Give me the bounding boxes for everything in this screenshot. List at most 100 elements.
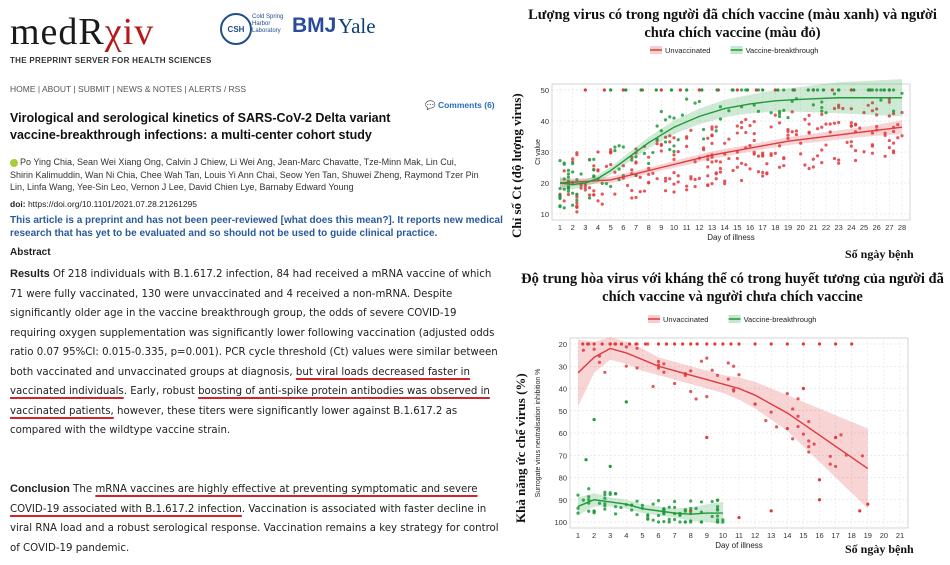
trend-line — [577, 347, 869, 470]
data-point — [625, 183, 630, 188]
data-point — [718, 170, 723, 174]
x-tick-label: 13 — [767, 531, 775, 540]
comments-link[interactable]: 💬 Comments (6) — [425, 100, 495, 111]
data-point — [694, 506, 698, 511]
x-tick-label: 18 — [848, 531, 856, 540]
data-point — [815, 88, 820, 92]
doi-link[interactable]: https://doi.org/10.1101/2021.07.28.21261… — [27, 199, 197, 209]
x-tick-label: 15 — [733, 223, 741, 232]
data-point — [860, 454, 865, 458]
data-point — [587, 186, 592, 190]
data-point — [608, 342, 612, 346]
x-tick-label: 16 — [746, 223, 754, 232]
data-point — [576, 511, 580, 515]
authors-text: Po Ying Chia, Sean Wei Xiang Ong, Calvin… — [10, 157, 479, 192]
data-point — [882, 88, 886, 92]
yale-logo[interactable]: Yale — [338, 14, 376, 38]
data-point — [769, 111, 773, 115]
data-point — [791, 437, 795, 441]
data-point — [737, 515, 741, 520]
data-point — [613, 512, 618, 516]
data-point — [656, 513, 661, 518]
data-point — [735, 131, 739, 135]
data-point — [646, 516, 650, 521]
data-point — [879, 88, 883, 92]
y-tick-label: 70 — [559, 451, 567, 460]
x-tick-label: 10 — [670, 223, 678, 232]
data-point — [735, 124, 739, 128]
data-point — [812, 442, 816, 446]
data-point — [689, 369, 693, 373]
data-point — [630, 188, 634, 193]
data-point — [782, 88, 786, 92]
results-text-2: . Early, robust — [123, 386, 195, 397]
data-point — [817, 478, 822, 482]
data-point — [592, 189, 596, 193]
data-point — [849, 121, 853, 125]
data-point — [685, 188, 689, 192]
data-point — [575, 151, 579, 155]
data-point — [562, 206, 566, 210]
data-point — [834, 435, 838, 440]
comment-icon: 💬 — [425, 100, 438, 110]
data-point — [635, 513, 639, 517]
orcid-icon[interactable] — [10, 158, 18, 167]
data-point — [685, 144, 689, 148]
data-point — [756, 170, 761, 174]
data-point — [638, 190, 642, 194]
medrxiv-logo[interactable]: medRχiv — [10, 10, 154, 54]
data-point — [891, 141, 896, 145]
data-point — [613, 149, 617, 153]
data-point — [617, 144, 621, 148]
data-point — [583, 88, 587, 92]
data-point — [887, 100, 891, 104]
data-point — [689, 128, 693, 132]
data-point — [837, 158, 841, 162]
data-point — [689, 499, 693, 503]
data-point — [752, 103, 756, 107]
data-point — [672, 149, 676, 154]
data-point — [803, 163, 807, 167]
conclusion-label: Conclusion — [10, 483, 70, 495]
data-point — [744, 163, 748, 167]
data-point — [662, 519, 666, 524]
top-chart-vi-xlabel: Số ngày bệnh — [845, 247, 914, 261]
data-point — [761, 88, 765, 92]
data-point — [668, 140, 672, 144]
data-point — [697, 99, 701, 104]
data-point — [799, 141, 803, 145]
data-point — [785, 426, 789, 431]
bottom-chart-vi-ylabel: Khả năng ức chế virus (%) — [513, 373, 528, 523]
data-point — [756, 109, 761, 113]
data-point — [773, 113, 777, 117]
data-point — [769, 509, 773, 513]
data-point — [659, 88, 663, 92]
data-point — [659, 109, 663, 114]
data-point — [870, 88, 875, 92]
data-point — [870, 101, 875, 105]
data-point — [817, 498, 822, 502]
data-point — [769, 125, 773, 129]
data-point — [592, 418, 596, 422]
data-point — [739, 125, 744, 130]
top-nav[interactable]: HOME | ABOUT | SUBMIT | NEWS & NOTES | A… — [10, 84, 247, 94]
data-point — [824, 143, 828, 147]
bmj-logo[interactable]: BMJ — [292, 14, 337, 37]
data-point — [710, 160, 714, 164]
data-point — [642, 189, 647, 193]
data-point — [765, 162, 769, 166]
data-point — [834, 342, 838, 346]
y-tick-label: 60 — [559, 429, 567, 438]
data-point — [627, 342, 632, 346]
data-point — [714, 125, 718, 129]
data-point — [790, 110, 794, 114]
data-point — [891, 109, 896, 113]
data-point — [609, 150, 613, 154]
data-point — [630, 158, 634, 162]
data-point — [715, 514, 720, 518]
csh-logo[interactable]: CSH — [220, 13, 252, 45]
data-point — [730, 88, 734, 92]
data-point — [651, 171, 655, 175]
x-tick-label: 16 — [815, 531, 823, 540]
y-tick-label: 30 — [559, 362, 567, 371]
